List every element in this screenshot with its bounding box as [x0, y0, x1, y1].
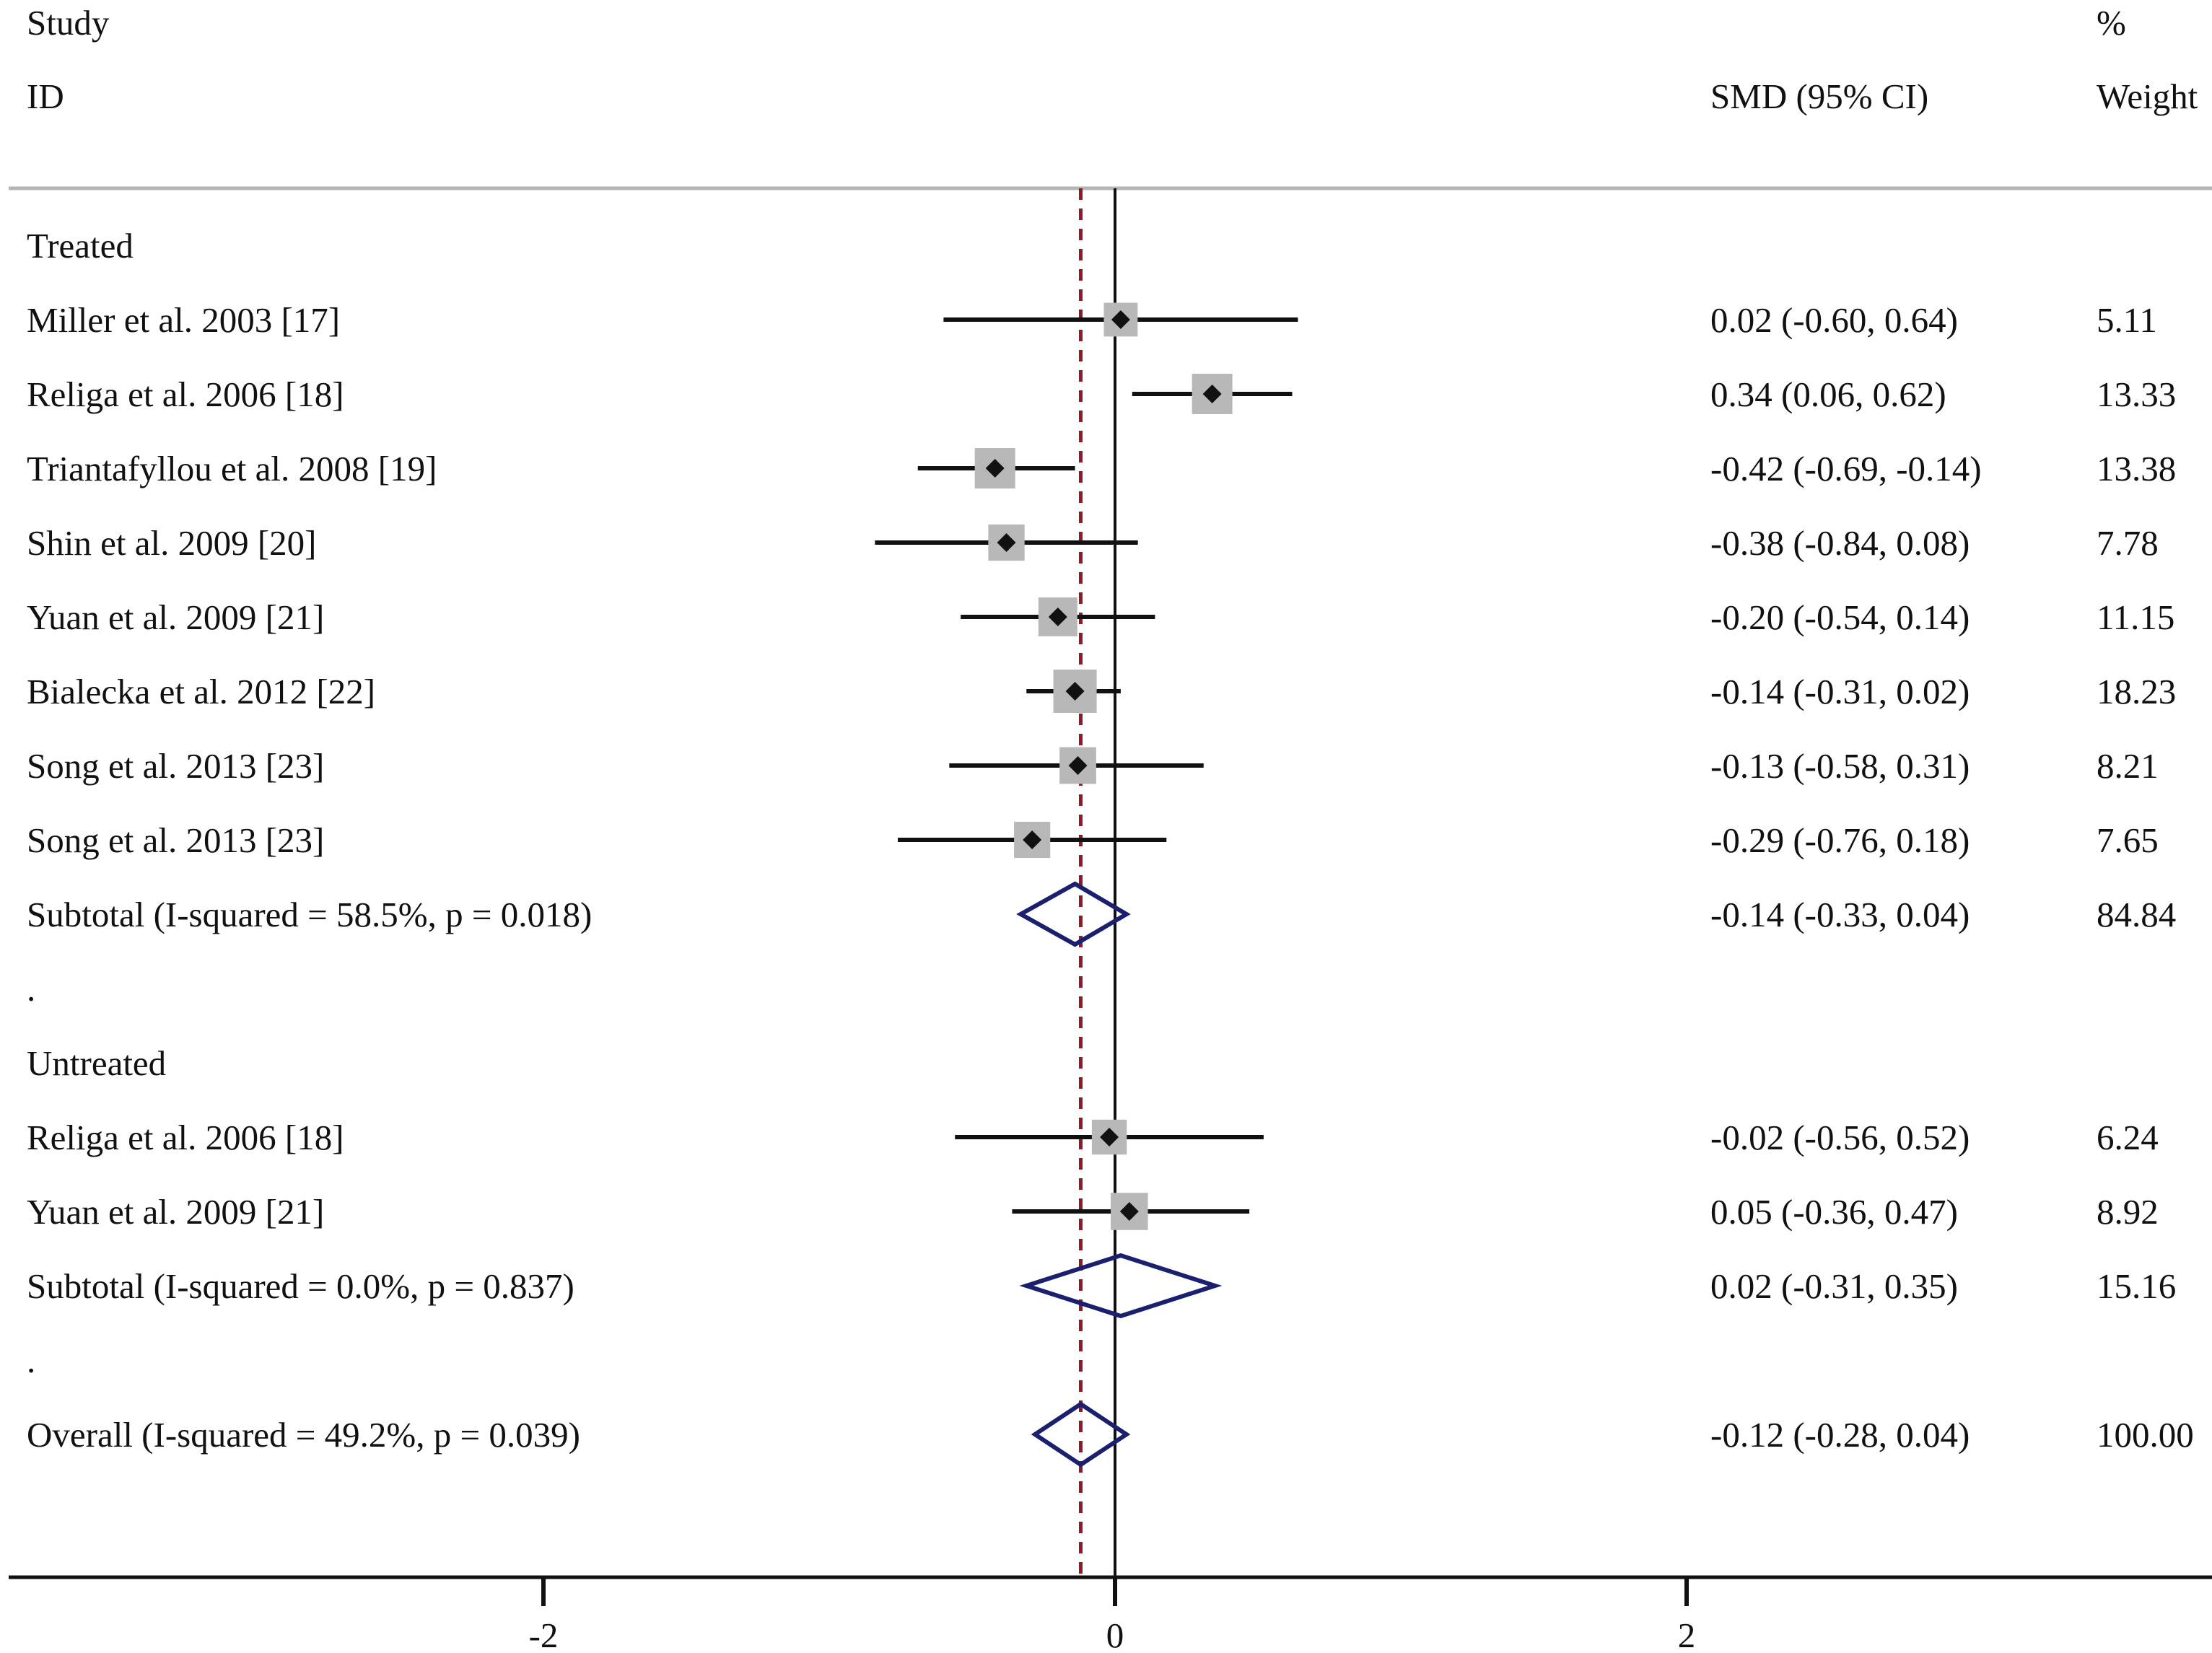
- subtotal-row: Subtotal (I-squared = 58.5%, p = 0.018) -…: [27, 881, 2176, 947]
- overall-row: Overall (I-squared = 49.2%, p = 0.039) -0…: [27, 1401, 2194, 1468]
- overall-label: Overall (I-squared = 49.2%, p = 0.039): [27, 1415, 580, 1455]
- id-header: ID: [27, 76, 64, 116]
- study-label: Bialecka et al. 2012 [22]: [27, 672, 375, 711]
- point-estimate: [1119, 1202, 1139, 1221]
- study-label: Miller et al. 2003 [17]: [27, 300, 340, 340]
- separator-dot: .: [27, 1341, 35, 1380]
- x-tick-label: 2: [1678, 1615, 1696, 1653]
- smd-ci-value: -0.13 (-0.58, 0.31): [1710, 746, 1970, 786]
- subtotal-row: Subtotal (I-squared = 0.0%, p = 0.837) 0.…: [27, 1253, 2176, 1319]
- group-label: Untreated: [27, 1043, 166, 1083]
- subtotal-label: Subtotal (I-squared = 58.5%, p = 0.018): [27, 895, 592, 934]
- study-row: Bialecka et al. 2012 [22] -0.14 (-0.31, 0…: [27, 670, 2176, 713]
- smd-ci-value: 0.02 (-0.60, 0.64): [1710, 300, 1958, 340]
- column-headers: Study ID SMD (95% CI) % Weight: [9, 3, 2212, 190]
- weight-value: 100.00: [2097, 1415, 2194, 1455]
- group-row: Treated: [27, 226, 134, 266]
- smd-ci-value: -0.12 (-0.28, 0.04): [1710, 1415, 1970, 1455]
- point-estimate: [1068, 756, 1088, 775]
- point-estimate: [1100, 1128, 1119, 1146]
- study-row: Miller et al. 2003 [17] 0.02 (-0.60, 0.64…: [27, 300, 2157, 340]
- weight-value: 15.16: [2097, 1266, 2176, 1306]
- smd-ci-value: -0.42 (-0.69, -0.14): [1710, 449, 1982, 488]
- x-tick-label: -2: [529, 1615, 559, 1653]
- smd-ci-value: -0.20 (-0.54, 0.14): [1710, 597, 1970, 637]
- study-label: Song et al. 2013 [23]: [27, 820, 324, 860]
- subtotal-label: Subtotal (I-squared = 0.0%, p = 0.837): [27, 1266, 574, 1306]
- point-estimate: [1202, 385, 1222, 403]
- weight-value: 84.84: [2097, 895, 2176, 934]
- weight-value: 7.78: [2097, 523, 2159, 563]
- study-label: Religa et al. 2006 [18]: [27, 374, 344, 414]
- separator-dot: .: [27, 969, 35, 1009]
- study-row: Religa et al. 2006 [18] 0.34 (0.06, 0.62)…: [27, 374, 2176, 414]
- point-estimate: [997, 533, 1016, 552]
- weight-value: 5.11: [2097, 300, 2157, 340]
- study-row: Shin et al. 2009 [20] -0.38 (-0.84, 0.08)…: [27, 523, 2159, 563]
- pooled-diamond: [1031, 1401, 1131, 1468]
- point-estimate: [1048, 608, 1067, 626]
- reference-lines: [1078, 188, 1116, 1577]
- effect-size-header: SMD (95% CI): [1710, 76, 1928, 116]
- weight-value: 8.92: [2097, 1192, 2159, 1232]
- study-row: Triantafyllou et al. 2008 [19] -0.42 (-0.…: [27, 448, 2176, 488]
- spacer-row: .: [27, 1341, 35, 1380]
- smd-ci-value: 0.02 (-0.31, 0.35): [1710, 1266, 1958, 1306]
- smd-ci-value: -0.29 (-0.76, 0.18): [1710, 820, 1970, 860]
- spacer-row: .: [27, 969, 35, 1009]
- study-row: Yuan et al. 2009 [21] 0.05 (-0.36, 0.47) 8…: [27, 1192, 2159, 1232]
- weight-value: 7.65: [2097, 820, 2159, 860]
- study-label: Religa et al. 2006 [18]: [27, 1118, 344, 1157]
- study-row: Song et al. 2013 [23] -0.29 (-0.76, 0.18)…: [27, 820, 2159, 860]
- percent-header: %: [2097, 3, 2126, 43]
- study-label: Song et al. 2013 [23]: [27, 746, 324, 786]
- weight-value: 8.21: [2097, 746, 2159, 786]
- smd-ci-value: -0.38 (-0.84, 0.08): [1710, 523, 1970, 563]
- weight-value: 11.15: [2097, 597, 2174, 637]
- pooled-diamond: [1019, 1253, 1223, 1319]
- weight-value: 18.23: [2097, 672, 2176, 711]
- forest-rows: Treated Miller et al. 2003 [17] 0.02 (-0.6…: [27, 226, 2194, 1468]
- point-estimate: [1065, 682, 1085, 701]
- point-estimate: [1111, 310, 1130, 329]
- study-header: Study: [27, 3, 110, 43]
- smd-ci-value: -0.14 (-0.33, 0.04): [1710, 895, 1970, 934]
- point-estimate: [1023, 830, 1042, 849]
- study-row: Religa et al. 2006 [18] -0.02 (-0.56, 0.5…: [27, 1118, 2159, 1157]
- x-tick-label: 0: [1106, 1615, 1124, 1653]
- group-label: Treated: [27, 226, 134, 266]
- smd-ci-value: -0.02 (-0.56, 0.52): [1710, 1118, 1970, 1157]
- weight-header: Weight: [2097, 76, 2198, 116]
- weight-value: 13.38: [2097, 449, 2176, 488]
- smd-ci-value: 0.34 (0.06, 0.62): [1710, 374, 1946, 414]
- pooled-diamond: [1016, 881, 1131, 947]
- study-row: Song et al. 2013 [23] -0.13 (-0.58, 0.31)…: [27, 746, 2159, 786]
- point-estimate: [985, 459, 1005, 478]
- x-axis: -2 0 2: [9, 1575, 2212, 1653]
- study-row: Yuan et al. 2009 [21] -0.20 (-0.54, 0.14)…: [27, 597, 2174, 637]
- weight-value: 13.33: [2097, 374, 2176, 414]
- study-label: Shin et al. 2009 [20]: [27, 523, 316, 563]
- study-label: Yuan et al. 2009 [21]: [27, 1192, 324, 1232]
- group-row: Untreated: [27, 1043, 166, 1083]
- smd-ci-value: 0.05 (-0.36, 0.47): [1710, 1192, 1958, 1232]
- weight-value: 6.24: [2097, 1118, 2159, 1157]
- study-label: Yuan et al. 2009 [21]: [27, 597, 324, 637]
- study-label: Triantafyllou et al. 2008 [19]: [27, 449, 437, 488]
- smd-ci-value: -0.14 (-0.31, 0.02): [1710, 672, 1970, 711]
